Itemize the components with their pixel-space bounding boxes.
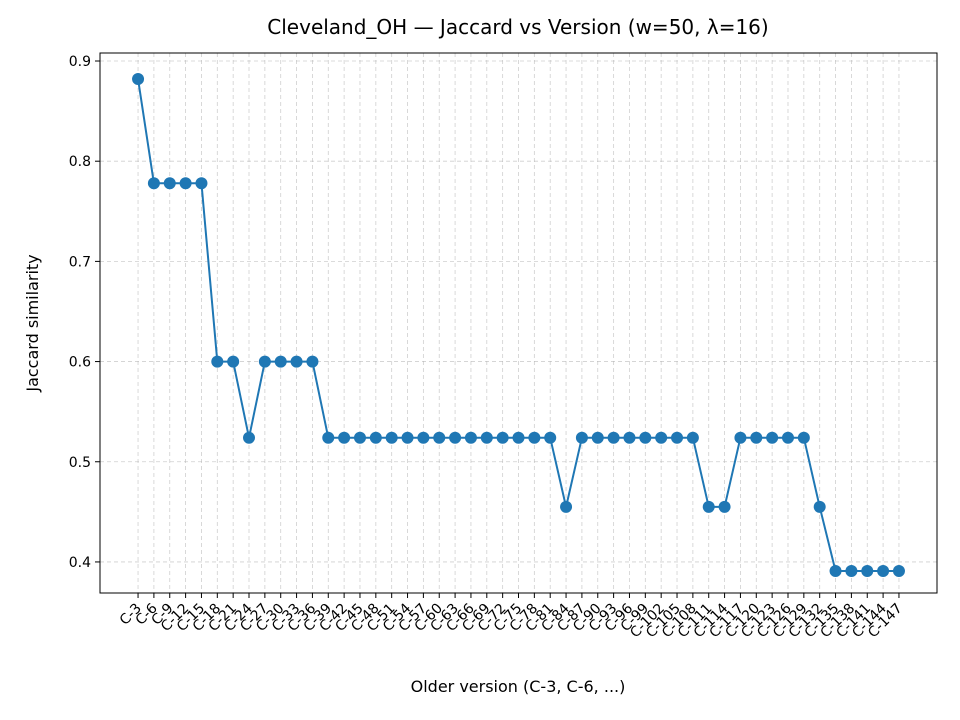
plot-frame — [99, 52, 938, 594]
point — [369, 431, 382, 444]
point — [544, 431, 557, 444]
point — [861, 564, 874, 577]
point — [591, 431, 604, 444]
y-axis-label: Jaccard similarity — [23, 254, 42, 392]
y-tick-label: 0.7 — [69, 254, 91, 270]
point — [686, 431, 699, 444]
point — [750, 431, 763, 444]
point — [322, 431, 335, 444]
point — [290, 355, 303, 368]
point — [163, 177, 176, 190]
point — [496, 431, 509, 444]
point — [702, 500, 715, 513]
point — [607, 431, 620, 444]
y-tick-label: 0.5 — [69, 455, 91, 471]
point — [813, 500, 826, 513]
point — [227, 355, 240, 368]
point — [195, 177, 208, 190]
point — [385, 431, 398, 444]
point — [734, 431, 747, 444]
point — [258, 355, 271, 368]
point — [179, 177, 192, 190]
chart-title: Cleveland_OH — Jaccard vs Version (w=50,… — [267, 15, 768, 39]
point — [575, 431, 588, 444]
point — [211, 355, 224, 368]
point — [147, 177, 160, 190]
y-tick-label: 0.4 — [69, 555, 91, 571]
point — [528, 431, 541, 444]
point — [417, 431, 430, 444]
point — [639, 431, 652, 444]
point — [433, 431, 446, 444]
point — [243, 431, 256, 444]
y-tick-label: 0.9 — [69, 54, 91, 70]
point — [560, 500, 573, 513]
point — [480, 431, 493, 444]
point — [512, 431, 525, 444]
point — [877, 564, 890, 577]
point — [766, 431, 779, 444]
point — [845, 564, 858, 577]
point — [623, 431, 636, 444]
point — [464, 431, 477, 444]
point — [132, 73, 145, 86]
point — [401, 431, 414, 444]
point — [338, 431, 351, 444]
point — [671, 431, 684, 444]
point — [829, 564, 842, 577]
point — [718, 500, 731, 513]
point — [353, 431, 366, 444]
point — [306, 355, 319, 368]
y-tick-label: 0.8 — [69, 154, 91, 170]
point — [797, 431, 810, 444]
point — [781, 431, 794, 444]
point — [655, 431, 668, 444]
point — [274, 355, 287, 368]
point — [892, 564, 905, 577]
x-axis-label: Older version (C-3, C-6, ...) — [411, 677, 626, 696]
point — [449, 431, 462, 444]
y-tick-label: 0.6 — [69, 355, 91, 371]
